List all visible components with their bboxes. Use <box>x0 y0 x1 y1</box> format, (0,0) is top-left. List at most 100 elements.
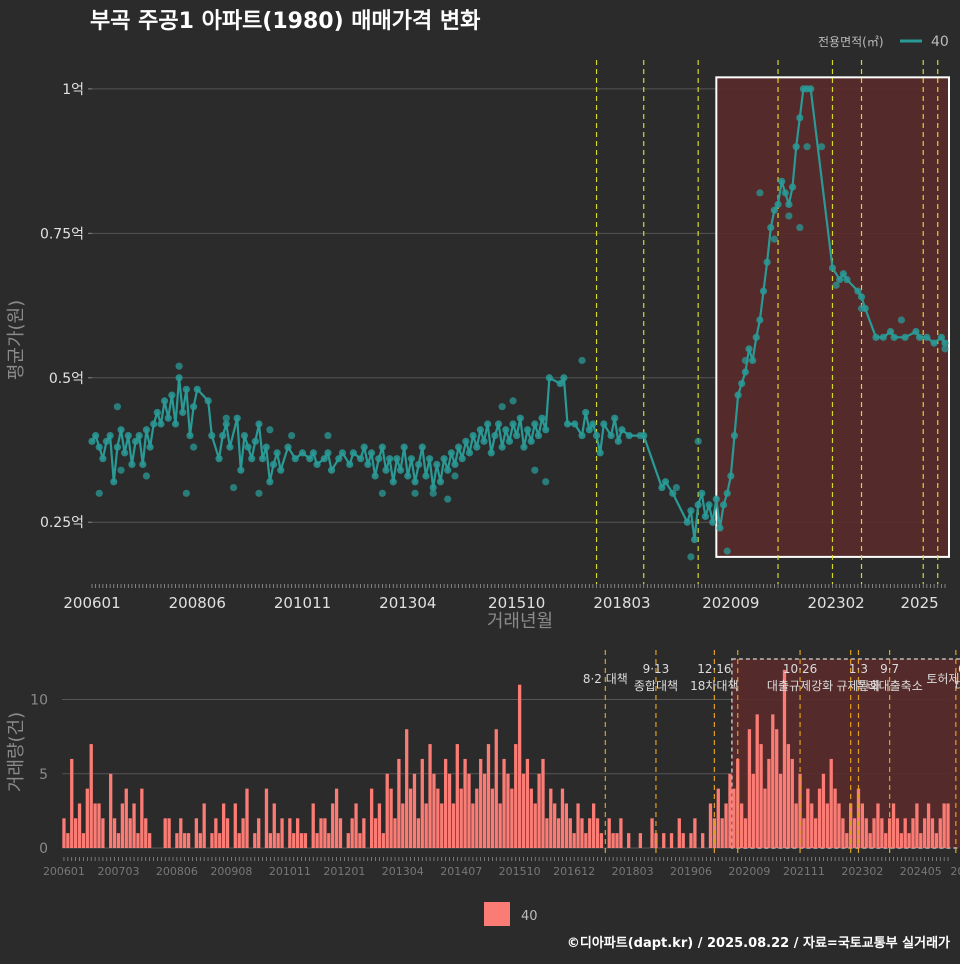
price-point <box>854 287 862 295</box>
x-axis-label-top: 거래년월 <box>487 611 553 632</box>
price-point <box>709 518 717 526</box>
price-point <box>915 333 924 341</box>
volume-bar <box>77 803 82 848</box>
volume-bar <box>739 803 744 848</box>
price-point <box>618 426 626 434</box>
price-point <box>687 507 695 515</box>
price-point-extra <box>182 489 190 497</box>
volume-bar <box>93 803 97 848</box>
x-tick-label-bottom: 202506 <box>950 865 960 878</box>
volume-bar <box>494 729 498 848</box>
volume-bar <box>447 773 452 848</box>
volume-bar <box>619 818 623 848</box>
price-point <box>415 460 423 469</box>
volume-bar <box>576 803 580 848</box>
price-point <box>135 431 143 440</box>
policy-annotation-label: 대출규 <box>955 679 960 693</box>
price-point <box>585 426 593 434</box>
volume-bar <box>334 788 339 848</box>
y-tick-label-bottom: 10 <box>30 693 48 709</box>
volume-bar <box>237 833 241 848</box>
price-point <box>182 385 190 393</box>
x-tick-label-bottom: 202302 <box>841 865 883 878</box>
price-point <box>716 524 724 532</box>
volume-bar <box>183 833 187 848</box>
volume-bar <box>650 818 654 848</box>
price-point <box>607 431 615 440</box>
legend-bottom: 40 <box>484 902 538 926</box>
price-point <box>269 460 278 469</box>
volume-bar <box>934 833 939 848</box>
volume-bar <box>443 758 448 848</box>
volume-bar <box>408 788 413 848</box>
price-point <box>774 200 782 209</box>
price-series-line <box>91 87 946 541</box>
footer-credit: ©디아파트(dapt.kr) / 2025.08.22 / 자료=국토교통부 실… <box>567 935 950 951</box>
price-point <box>792 143 800 151</box>
price-point <box>186 431 194 440</box>
price-point <box>418 443 426 451</box>
price-point-extra <box>117 466 125 474</box>
price-point <box>505 437 514 445</box>
price-point <box>669 489 677 497</box>
volume-bar <box>833 788 837 848</box>
price-point <box>113 443 122 451</box>
volume-bar <box>595 818 600 848</box>
volume-bar <box>864 818 868 848</box>
volume-bar <box>806 788 810 848</box>
price-point <box>592 431 601 440</box>
price-point <box>124 431 132 440</box>
volume-bar <box>89 744 93 848</box>
volume-bar <box>588 818 592 848</box>
volume-bar <box>358 833 362 848</box>
x-tick-label-bottom: 201803 <box>612 865 654 878</box>
price-point <box>796 114 804 122</box>
price-point <box>701 512 710 521</box>
volume-bar <box>591 803 596 848</box>
price-point <box>502 426 510 434</box>
price-point <box>128 460 136 469</box>
x-tick-label-top: 202302 <box>807 594 864 612</box>
price-point <box>476 426 484 434</box>
price-point <box>95 443 103 451</box>
price-point <box>752 333 760 341</box>
volume-bar <box>502 758 506 848</box>
price-point <box>879 333 887 341</box>
price-point <box>523 426 532 434</box>
volume-bar <box>751 773 755 848</box>
price-point-extra <box>542 478 550 486</box>
price-point <box>734 391 742 399</box>
volume-bar <box>280 818 284 848</box>
price-point <box>142 426 151 434</box>
volume-bar <box>638 833 643 848</box>
policy-annotation-label: 규제완화 <box>836 679 880 693</box>
volume-bar <box>514 744 518 848</box>
volume-bar <box>202 803 206 848</box>
volume-bar <box>233 803 237 848</box>
volume-bar <box>163 818 167 848</box>
volume-bar <box>810 803 814 848</box>
volume-bar <box>245 788 249 848</box>
price-point-extra <box>229 483 238 492</box>
price-point <box>719 501 728 509</box>
price-point-extra <box>897 316 906 324</box>
price-point <box>658 483 666 492</box>
price-point <box>262 443 270 451</box>
price-point <box>255 420 263 428</box>
volume-bar <box>132 803 136 848</box>
volume-bar <box>299 833 304 848</box>
volume-bar <box>303 833 308 848</box>
policy-annotation-label: 9·7 <box>880 662 899 676</box>
volume-bar <box>327 833 331 848</box>
price-point <box>741 368 749 376</box>
volume-bar <box>346 833 350 848</box>
price-point <box>393 455 401 463</box>
price-point <box>738 379 746 388</box>
price-point <box>277 466 285 474</box>
legend-top: 전용면적(㎡) 40 <box>818 34 949 50</box>
volume-bar <box>845 833 849 848</box>
volume-bar <box>517 684 522 848</box>
volume-bar <box>292 833 296 848</box>
volume-bar <box>101 818 105 848</box>
price-point <box>770 206 779 214</box>
